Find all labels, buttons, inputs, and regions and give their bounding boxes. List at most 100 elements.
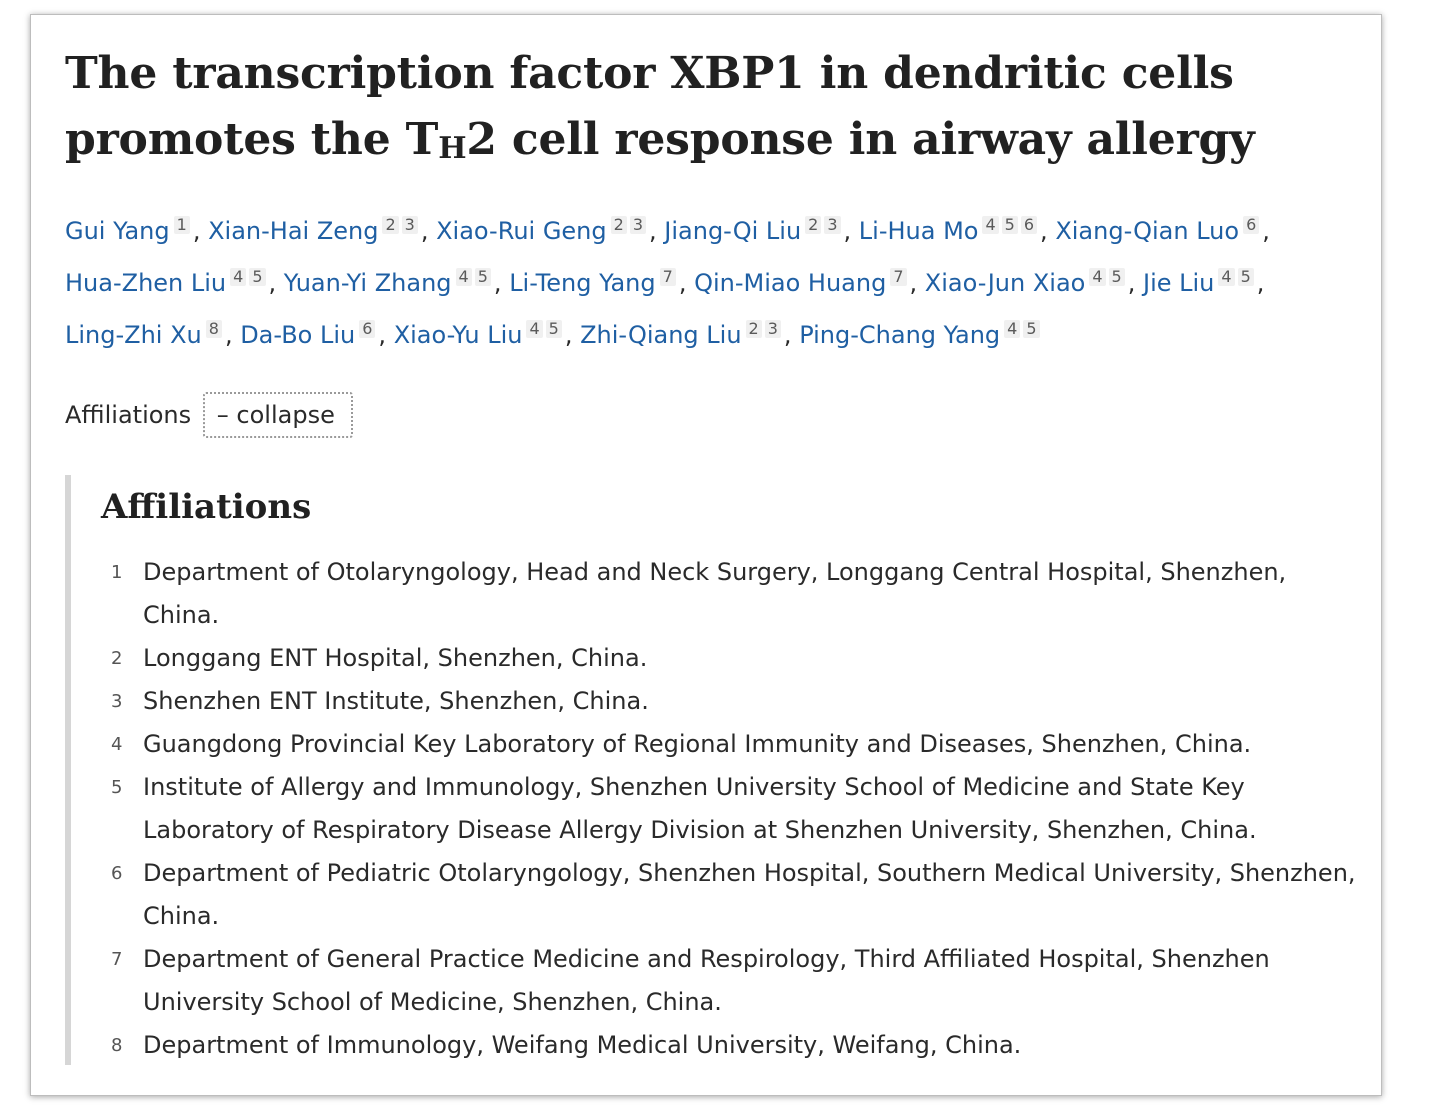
affiliation-item: 4 Guangdong Provincial Key Laboratory of …: [111, 723, 1361, 766]
author-list: Gui Yang 1, Xian-Hai Zeng 2 3, Xiao-Rui Gen…: [65, 201, 1305, 357]
author-separator: ,: [678, 269, 695, 297]
affiliation-text: Department of Otolaryngology, Head and N…: [143, 558, 1287, 629]
affiliation-text: Longgang ENT Hospital, Shenzhen, China.: [143, 644, 648, 672]
affiliation-ref-link[interactable]: 4: [230, 268, 247, 286]
affiliation-ref-link[interactable]: 5: [1237, 268, 1254, 286]
author-link[interactable]: Da-Bo Liu: [240, 321, 356, 349]
affiliation-item: 2 Longgang ENT Hospital, Shenzhen, China.: [111, 637, 1361, 680]
author-separator: ,: [909, 269, 925, 297]
affiliation-ref-link[interactable]: 6: [359, 320, 376, 338]
title-subscript: H: [438, 131, 467, 166]
author-separator: ,: [192, 217, 209, 245]
affiliation-ref-link[interactable]: 4: [982, 216, 999, 234]
affiliation-ref-link[interactable]: 4: [1004, 320, 1021, 338]
author-separator: ,: [649, 217, 665, 245]
author-separator: ,: [564, 321, 581, 349]
author-separator: ,: [493, 269, 510, 297]
affiliation-ref-link[interactable]: 5: [1001, 216, 1018, 234]
affiliation-ref-link[interactable]: 4: [1218, 268, 1235, 286]
author-link[interactable]: Xian-Hai Zeng: [208, 217, 379, 245]
author-link[interactable]: Li-Hua Mo: [858, 217, 979, 245]
author-link[interactable]: Jie Liu: [1142, 269, 1215, 297]
author-affiliation-refs: 6: [1243, 201, 1262, 244]
affiliation-item: 8 Department of Immunology, Weifang Medic…: [111, 1024, 1361, 1067]
author-separator: ,: [1262, 217, 1270, 245]
affiliation-item: 6 Department of Pediatric Otolaryngology,…: [111, 852, 1361, 938]
affiliation-item: 1 Department of Otolaryngology, Head and …: [111, 551, 1361, 637]
author-link[interactable]: Li-Teng Yang: [509, 269, 656, 297]
affiliation-ref-link[interactable]: 1: [173, 216, 190, 234]
author-link[interactable]: Xiao-Jun Xiao: [924, 269, 1086, 297]
author-affiliation-refs: 7: [659, 253, 679, 296]
affiliation-number: 6: [111, 863, 123, 884]
affiliation-text: Department of Pediatric Otolaryngology, …: [143, 859, 1356, 930]
article-card: The transcription factor XBP1 in dendrit…: [30, 14, 1382, 1096]
author-separator: ,: [268, 269, 284, 297]
title-part2: 2 cell response in airway allergy: [466, 114, 1255, 165]
author-affiliation-refs: 1: [173, 201, 193, 244]
author-affiliation-refs: 8: [205, 305, 225, 348]
affiliation-ref-link[interactable]: 4: [455, 268, 472, 286]
affiliation-item: 5 Institute of Allergy and Immunology, Sh…: [111, 766, 1361, 852]
affiliation-ref-link[interactable]: 3: [401, 216, 418, 234]
article-title: The transcription factor XBP1 in dendrit…: [65, 41, 1345, 182]
affiliation-ref-link[interactable]: 2: [610, 216, 627, 234]
affiliation-ref-link[interactable]: 5: [1108, 268, 1125, 286]
affiliation-ref-link[interactable]: 5: [474, 268, 491, 286]
affiliations-toggle-row: Affiliations – collapse: [65, 389, 353, 440]
author-link[interactable]: Ling-Zhi Xu: [65, 321, 202, 349]
affiliation-ref-link[interactable]: 3: [764, 320, 781, 338]
author-link[interactable]: Qin-Miao Huang: [694, 269, 887, 297]
affiliation-text: Department of General Practice Medicine …: [143, 945, 1270, 1016]
author-separator: ,: [1256, 269, 1265, 297]
affiliation-ref-link[interactable]: 2: [382, 216, 399, 234]
affiliation-item: 7 Department of General Practice Medicine…: [111, 938, 1361, 1024]
affiliation-ref-link[interactable]: 6: [1020, 216, 1038, 234]
affiliation-ref-link[interactable]: 2: [805, 216, 822, 234]
affiliation-ref-link[interactable]: 7: [659, 268, 676, 286]
affiliation-ref-link[interactable]: 4: [526, 320, 543, 338]
affiliation-ref-link[interactable]: 5: [545, 320, 562, 338]
author-link[interactable]: Ping-Chang Yang: [799, 321, 1001, 349]
affiliation-text: Shenzhen ENT Institute, Shenzhen, China.: [143, 687, 649, 715]
author-affiliation-refs: 7: [890, 253, 909, 296]
affiliation-ref-link[interactable]: 3: [824, 216, 841, 234]
affiliations-label: Affiliations: [65, 401, 192, 429]
affiliation-text: Department of Immunology, Weifang Medica…: [143, 1031, 1022, 1059]
affiliation-number: 1: [111, 562, 123, 583]
affiliation-ref-link[interactable]: 6: [1243, 216, 1260, 234]
affiliation-ref-link[interactable]: 5: [1023, 320, 1040, 338]
author-link[interactable]: Jiang-Qi Liu: [664, 217, 802, 245]
affiliation-ref-link[interactable]: 4: [1089, 268, 1106, 286]
affiliation-ref-link[interactable]: 5: [249, 268, 266, 286]
affiliation-text: Institute of Allergy and Immunology, She…: [143, 773, 1257, 844]
affiliation-item: 3 Shenzhen ENT Institute, Shenzhen, China…: [111, 680, 1361, 723]
author-link[interactable]: Xiao-Yu Liu: [393, 321, 523, 349]
collapse-button[interactable]: – collapse: [202, 392, 353, 438]
author-link[interactable]: Xiao-Rui Geng: [436, 217, 607, 245]
affiliation-ref-link[interactable]: 7: [890, 268, 907, 286]
affiliations-heading: Affiliations: [101, 487, 312, 527]
author-separator: ,: [420, 217, 437, 245]
affiliation-text: Guangdong Provincial Key Laboratory of R…: [143, 730, 1252, 758]
author-link[interactable]: Xiang-Qian Luo: [1055, 217, 1240, 245]
affiliation-ref-link[interactable]: 2: [745, 320, 762, 338]
author-link[interactable]: Gui Yang: [65, 217, 170, 245]
author-separator: ,: [783, 321, 800, 349]
affiliation-ref-link[interactable]: 8: [205, 320, 222, 338]
author-link[interactable]: Yuan-Yi Zhang: [283, 269, 452, 297]
affiliation-number: 3: [111, 691, 123, 712]
author-link[interactable]: Zhi-Qiang Liu: [580, 321, 742, 349]
author-separator: ,: [224, 321, 241, 349]
affiliation-ref-link[interactable]: 3: [629, 216, 647, 234]
affiliations-list: 1 Department of Otolaryngology, Head and …: [111, 551, 1361, 1067]
author-link[interactable]: Hua-Zhen Liu: [65, 269, 227, 297]
affiliation-number: 7: [111, 949, 123, 970]
